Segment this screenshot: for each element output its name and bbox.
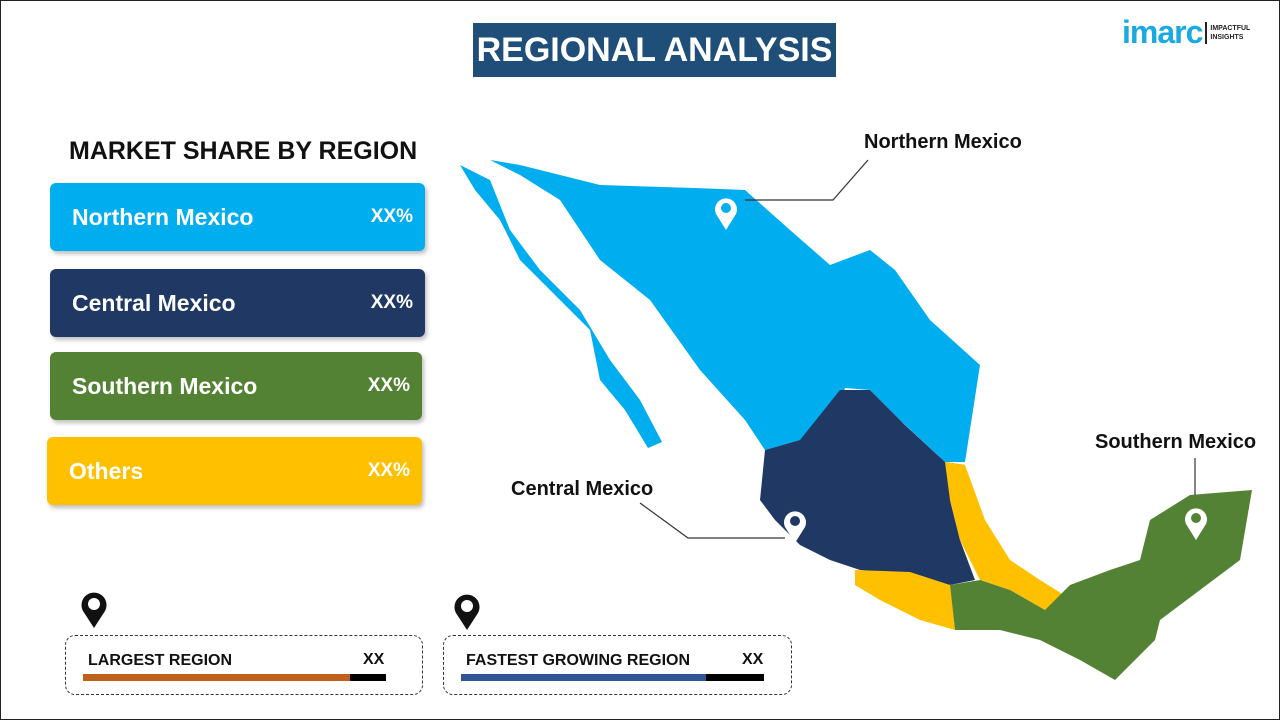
legend-item-southern: Southern Mexico XX%: [50, 352, 422, 420]
legend-value: XX%: [367, 375, 410, 396]
region-others: [855, 462, 1072, 630]
legend-item-central: Central Mexico XX%: [50, 269, 425, 337]
region-central: [760, 390, 975, 585]
legend-value: XX%: [370, 206, 413, 227]
section-subtitle: MARKET SHARE BY REGION: [69, 137, 418, 165]
fastest-growing-card: FASTEST GROWING REGION XX: [443, 635, 792, 695]
legend-value: XX%: [370, 292, 413, 313]
legend-label: Others: [69, 457, 144, 484]
logo-wordmark: imarc: [1122, 14, 1203, 50]
region-northern: [460, 160, 980, 462]
imarc-logo: imarc IMPACTFUL INSIGHTS: [1122, 14, 1250, 51]
card-label: FASTEST GROWING REGION: [466, 652, 691, 669]
progress-fill: [461, 674, 707, 681]
map-pin-icon: [784, 511, 806, 543]
legend-label: Central Mexico: [72, 289, 236, 316]
legend-label: Southern Mexico: [72, 372, 258, 399]
legend-item-others: Others XX%: [47, 437, 422, 505]
legend-item-northern: Northern Mexico XX%: [50, 183, 425, 251]
largest-region-card: LARGEST REGION XX: [65, 635, 423, 695]
progress-fill: [83, 674, 350, 681]
logo-tagline: INSIGHTS: [1210, 33, 1244, 41]
progress-bar: [461, 674, 764, 681]
card-value: XX: [742, 651, 764, 668]
region-southern: [950, 490, 1252, 680]
progress-bar: [83, 674, 386, 681]
map-label-northern: Northern Mexico: [864, 131, 1022, 153]
map-pin-icon: [1185, 508, 1208, 540]
location-pin-icon: [81, 592, 107, 628]
page-title: REGIONAL ANALYSIS: [473, 23, 836, 77]
card-label: LARGEST REGION: [88, 652, 233, 669]
location-pin-icon: [454, 594, 480, 630]
legend-value: XX%: [367, 460, 410, 481]
map-pin-icon: [715, 198, 737, 230]
map-label-southern: Southern Mexico: [1095, 431, 1257, 453]
map-label-central: Central Mexico: [511, 478, 654, 500]
card-value: XX: [363, 651, 385, 668]
legend-label: Northern Mexico: [72, 203, 254, 230]
logo-tagline: IMPACTFUL: [1210, 24, 1251, 32]
